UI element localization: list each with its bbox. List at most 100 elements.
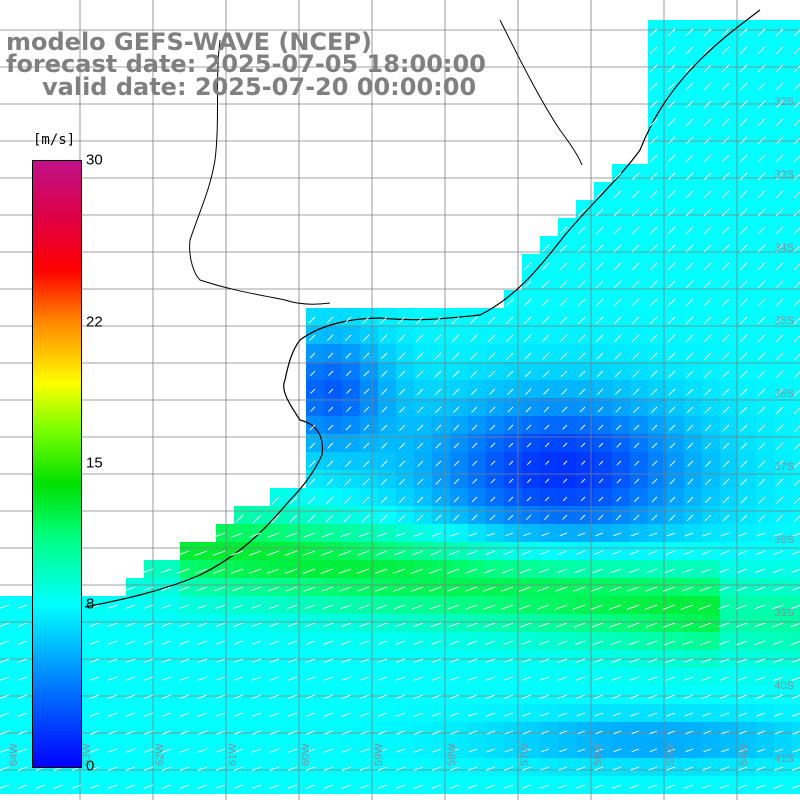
wind-arrow xyxy=(452,388,460,396)
wind-arrow xyxy=(380,496,388,504)
wind-arrow xyxy=(308,334,316,342)
wind-arrow xyxy=(449,658,460,663)
wind-arrow xyxy=(773,532,784,537)
wind-arrow xyxy=(234,514,244,524)
wind-arrow xyxy=(631,244,640,253)
wind-arrow xyxy=(757,262,766,271)
wind-arrow xyxy=(686,424,694,432)
wind-arrow xyxy=(322,604,334,610)
wind-arrow xyxy=(323,622,334,627)
wind-arrow xyxy=(341,712,352,717)
wind-arrow xyxy=(233,748,244,753)
wind-arrow xyxy=(616,496,622,502)
wind-arrow xyxy=(179,676,190,681)
wind-arrow xyxy=(757,190,766,199)
wind-arrow xyxy=(17,694,28,699)
wind-arrow xyxy=(598,478,604,484)
wind-arrow xyxy=(632,388,640,396)
wind-arrow xyxy=(577,532,586,537)
wind-arrow xyxy=(739,82,748,91)
wind-arrow xyxy=(580,496,586,502)
wind-arrow xyxy=(540,748,550,753)
longitude-label: 63W xyxy=(81,743,93,766)
wind-arrow xyxy=(665,676,676,681)
wind-arrow xyxy=(687,460,694,467)
wind-arrow xyxy=(449,640,460,645)
wind-arrow xyxy=(739,226,748,235)
wind-cell xyxy=(792,20,800,38)
wind-arrow xyxy=(631,172,640,181)
wind-arrow xyxy=(471,514,478,521)
wind-arrow xyxy=(197,694,208,699)
wind-arrow xyxy=(269,676,280,681)
wind-arrow xyxy=(341,676,352,681)
wind-arrow xyxy=(666,532,676,537)
wind-arrow xyxy=(611,694,622,699)
wind-arrow xyxy=(540,712,550,717)
wind-arrow xyxy=(362,460,370,468)
wind-arrow xyxy=(615,514,622,521)
wind-arrow xyxy=(413,676,424,681)
latitude-label: 40S xyxy=(774,680,794,692)
wind-arrow xyxy=(268,604,280,610)
wind-arrow xyxy=(501,568,514,574)
wind-arrow xyxy=(593,658,604,663)
title-model: modelo GEFS-WAVE (NCEP) xyxy=(6,28,372,56)
wind-arrow xyxy=(595,532,604,537)
wind-arrow xyxy=(508,460,514,466)
wind-arrow xyxy=(435,478,442,485)
wind-cell xyxy=(792,686,800,704)
wind-arrow xyxy=(681,640,694,646)
wind-arrow xyxy=(595,226,604,235)
wind-arrow xyxy=(538,640,550,646)
wind-arrow xyxy=(125,748,136,753)
wind-arrow xyxy=(704,460,712,468)
wind-arrow xyxy=(377,694,388,699)
wind-arrow xyxy=(791,550,800,555)
wind-arrow xyxy=(320,568,334,574)
wind-arrow xyxy=(179,712,190,717)
wind-arrow xyxy=(776,460,784,468)
wind-arrow xyxy=(645,586,658,592)
wind-arrow xyxy=(685,28,694,37)
wind-arrow xyxy=(468,766,478,771)
wind-arrow xyxy=(17,640,28,645)
wind-arrow xyxy=(363,424,370,431)
wind-cell xyxy=(792,542,800,560)
wind-arrow xyxy=(143,712,154,717)
wind-arrow xyxy=(739,334,748,343)
wind-arrow xyxy=(0,712,10,717)
wind-arrow xyxy=(143,604,154,609)
wind-arrow xyxy=(590,604,604,610)
wind-arrow xyxy=(698,622,712,628)
wind-arrow xyxy=(143,622,154,627)
wind-arrow xyxy=(487,316,496,325)
wind-arrow xyxy=(310,406,316,412)
wind-arrow xyxy=(17,658,28,663)
wind-arrow xyxy=(541,298,550,307)
wind-arrow xyxy=(562,514,568,520)
wind-arrow xyxy=(544,442,550,448)
wind-arrow xyxy=(380,460,388,468)
colorbar-tick: 30 xyxy=(86,151,103,169)
wind-arrow xyxy=(628,640,640,646)
wind-arrow xyxy=(503,694,514,699)
wind-arrow xyxy=(526,478,532,484)
wind-arrow xyxy=(143,730,154,735)
wind-arrow xyxy=(721,226,730,235)
wind-arrow xyxy=(470,370,478,378)
wind-arrow xyxy=(669,514,676,521)
wind-arrow xyxy=(721,298,730,307)
wind-arrow xyxy=(773,694,784,699)
wind-arrow xyxy=(435,442,442,449)
wind-arrow xyxy=(519,568,532,574)
wind-arrow xyxy=(197,748,208,753)
wind-arrow xyxy=(616,478,622,484)
wind-arrow xyxy=(522,730,532,735)
wind-arrow xyxy=(251,748,262,753)
wind-arrow xyxy=(431,694,442,699)
wind-arrow xyxy=(559,748,568,753)
wind-arrow xyxy=(559,730,568,735)
wind-arrow xyxy=(213,568,226,574)
